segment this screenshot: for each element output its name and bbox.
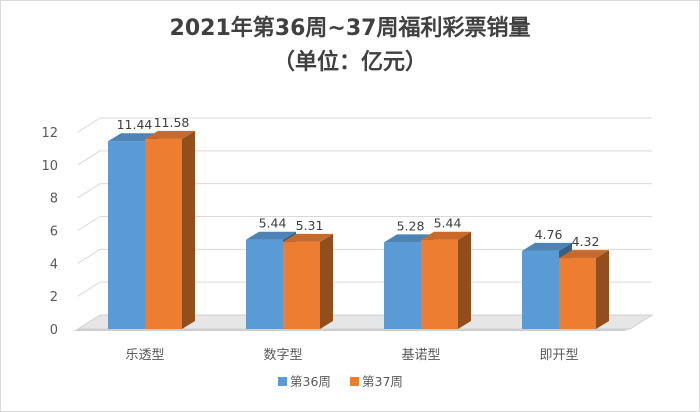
- bar-top: [283, 233, 333, 242]
- gridline-side: [77, 281, 101, 297]
- data-label: 5.28: [397, 218, 425, 233]
- legend-label: 第36周: [290, 374, 331, 389]
- data-label: 11.58: [154, 115, 190, 130]
- y-tick-label: 12: [41, 126, 58, 141]
- gridline-side: [77, 216, 101, 231]
- bar: [246, 239, 283, 329]
- bar: [283, 241, 320, 329]
- gridline-side: [77, 117, 101, 133]
- chart-title: 2021年第36周~37周福利彩票销量: [169, 16, 531, 41]
- bar-side: [458, 231, 471, 329]
- bar-top: [522, 242, 572, 251]
- chart-floor-edge: [72, 329, 630, 331]
- x-tick-label: 乐透型: [125, 348, 164, 363]
- bar-top: [145, 130, 195, 139]
- bar: [108, 141, 145, 329]
- bar: [145, 138, 182, 329]
- y-tick-label: 8: [50, 192, 58, 207]
- chart-title-block: 2021年第36周~37周福利彩票销量 （单位：亿元）: [0, 12, 700, 80]
- data-label: 4.32: [572, 234, 600, 249]
- data-label: 5.44: [434, 216, 462, 231]
- bar-top: [421, 231, 471, 240]
- y-tick-label: 10: [41, 159, 58, 174]
- data-label: 5.31: [296, 218, 324, 233]
- x-tick-label: 数字型: [263, 348, 302, 363]
- y-tick-label: 4: [50, 257, 58, 272]
- x-tick-label: 基诺型: [401, 348, 440, 363]
- legend-label: 第37周: [362, 374, 403, 389]
- legend-swatch: [350, 377, 359, 386]
- data-label: 11.44: [117, 117, 153, 132]
- bar: [522, 250, 559, 329]
- x-tick-label: 即开型: [539, 348, 578, 363]
- gridline-side: [77, 248, 101, 264]
- bar-top: [559, 250, 609, 259]
- gridline-side: [77, 150, 101, 166]
- bar: [421, 239, 458, 329]
- y-tick-label: 2: [50, 290, 58, 305]
- bar-side: [182, 130, 195, 329]
- bar: [384, 242, 421, 329]
- y-tick-label: 0: [50, 323, 58, 338]
- gridline-side: [77, 183, 101, 199]
- data-label: 4.76: [535, 227, 563, 242]
- bar-top: [246, 231, 296, 240]
- data-label: 5.44: [259, 216, 287, 231]
- legend-swatch: [278, 377, 287, 386]
- bar: [559, 258, 596, 329]
- bar-side: [596, 250, 609, 329]
- bar-side: [320, 233, 333, 329]
- chart-subtitle: （单位：亿元）: [272, 50, 427, 75]
- y-tick-label: 6: [50, 225, 58, 240]
